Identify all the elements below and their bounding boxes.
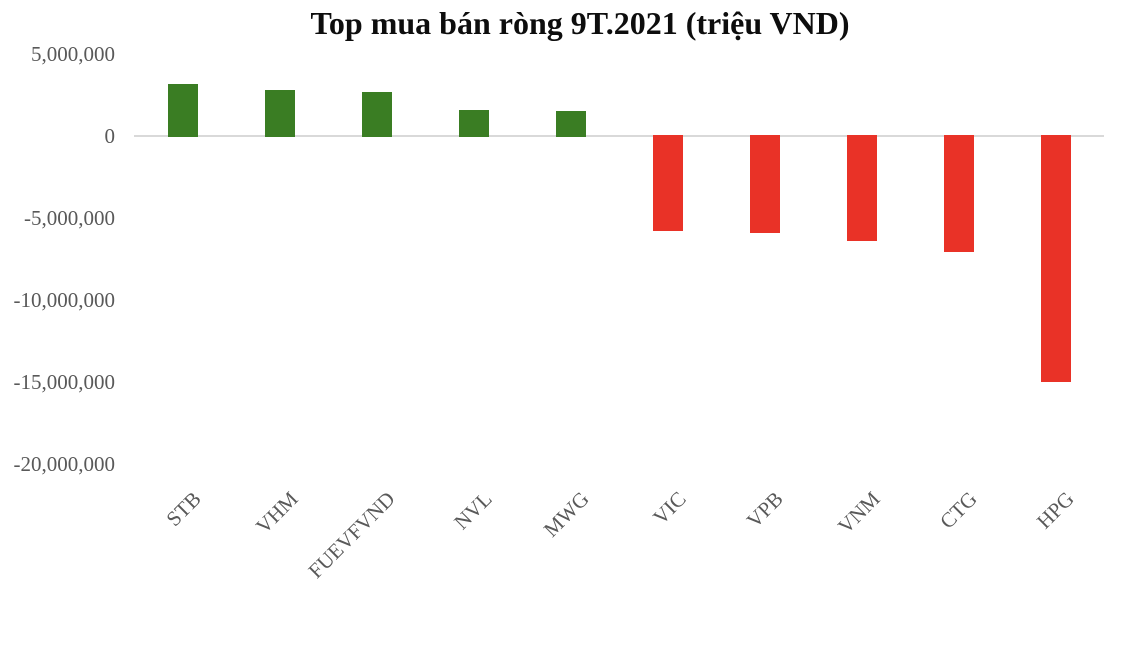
- zero-gridline: [134, 135, 1104, 137]
- chart-page: Top mua bán ròng 9T.2021 (triệu VND) 5,0…: [13, 5, 1104, 583]
- bar-negative-hpg: [1040, 135, 1071, 382]
- y-tick-label: -10,000,000: [13, 288, 116, 312]
- y-tick-label: -5,000,000: [24, 206, 115, 230]
- y-tick-label: -15,000,000: [13, 370, 116, 394]
- y-tick-label: 0: [104, 124, 116, 148]
- bar-positive-mwg: [555, 111, 586, 137]
- y-tick-label: 5,000,000: [31, 42, 115, 66]
- bar-negative-vnm: [846, 135, 877, 241]
- y-tick-label: -20,000,000: [13, 452, 116, 476]
- chart-title: Top mua bán ròng 9T.2021 (triệu VND): [310, 5, 850, 41]
- plot-area: 5,000,000 0 -5,000,000 -10,000,000 -15,000,0…: [13, 42, 1104, 583]
- bar-negative-vic: [652, 135, 683, 232]
- bar-negative-vpb: [749, 135, 780, 233]
- bar-positive-nvl: [458, 109, 489, 137]
- bar-positive-fuevfvnd: [361, 91, 392, 137]
- bar-positive-stb: [167, 83, 198, 137]
- bar-positive-vhm: [264, 90, 295, 137]
- bar-negative-ctg: [943, 135, 974, 253]
